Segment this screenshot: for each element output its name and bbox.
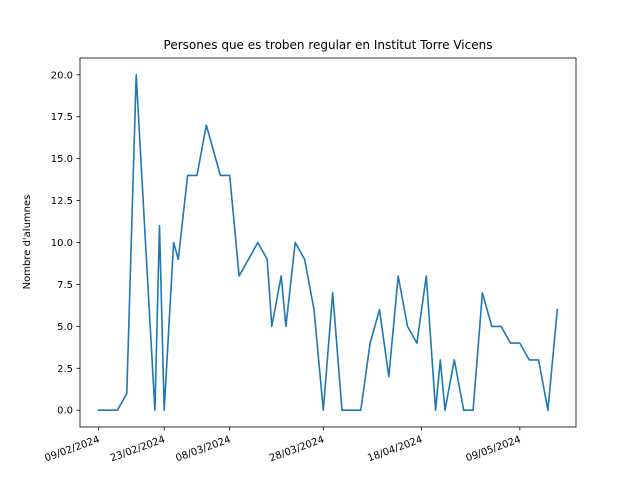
y-tick-label: 2.5 <box>57 364 73 375</box>
series-group <box>97 74 559 412</box>
plot-frame <box>79 57 577 428</box>
chart-title: Persones que es troben regular en Instit… <box>164 38 493 52</box>
y-tick-label: 0.0 <box>57 406 73 417</box>
y-axis: 0.0 2.5 5.0 7.5 10.0 12.5 15.0 17.5 20.0 <box>51 70 80 417</box>
y-tick-label: 20.0 <box>51 70 73 81</box>
series-line <box>97 74 559 412</box>
y-tick-label: 15.0 <box>51 154 73 165</box>
x-tick-label: 23/02/2024 <box>109 434 167 464</box>
y-tick-label: 5.0 <box>57 322 73 333</box>
x-tick-label: 09/05/2024 <box>464 434 522 464</box>
y-tick-label: 10.0 <box>51 238 73 249</box>
x-tick-label: 09/02/2024 <box>43 434 101 464</box>
x-tick-label: 08/03/2024 <box>174 434 232 464</box>
x-tick-label: 28/03/2024 <box>268 434 326 464</box>
y-tick-label: 12.5 <box>51 196 73 207</box>
y-axis-label: Nombre d'alumnes <box>22 195 33 290</box>
x-tick-label: 18/04/2024 <box>366 434 424 464</box>
y-tick-label: 7.5 <box>57 280 73 291</box>
x-axis: 09/02/2024 23/02/2024 08/03/2024 28/03/2024… <box>43 427 522 464</box>
y-tick-label: 17.5 <box>51 112 73 123</box>
